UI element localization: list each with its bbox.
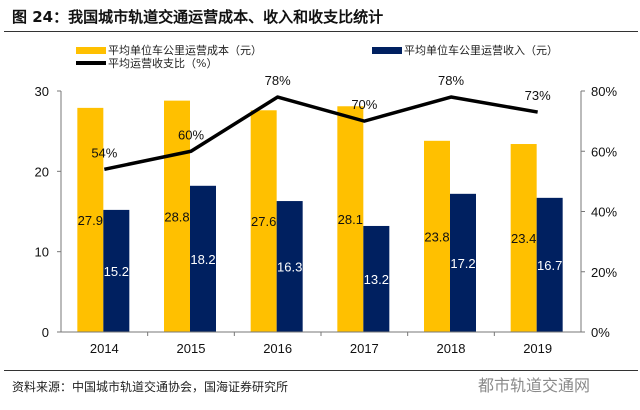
data-label-ratio: 73% xyxy=(525,88,551,103)
legend-label-cost: 平均单位车公里运营成本（元） xyxy=(108,44,262,57)
bar-income xyxy=(363,225,390,332)
data-label-ratio: 70% xyxy=(351,97,377,112)
source-note: 资料来源：中国城市轨道交通协会，国海证券研究所 xyxy=(12,380,289,394)
right-tick-label: 40% xyxy=(591,205,617,220)
bar-income xyxy=(190,185,216,332)
bar-cost xyxy=(77,107,104,333)
data-label-income: 16.3 xyxy=(277,260,302,275)
legend-label-income: 平均单位车公里运营收入（元） xyxy=(404,44,558,57)
x-tick-label: 2019 xyxy=(523,341,552,356)
data-label-cost: 27.6 xyxy=(251,214,276,229)
right-tick-label: 0% xyxy=(591,325,610,340)
data-label-income: 16.7 xyxy=(537,258,562,273)
bar-cost xyxy=(510,144,537,332)
legend-swatch-ratio xyxy=(76,61,106,65)
watermark: 都市轨道交通网 xyxy=(478,376,591,395)
data-label-ratio: 78% xyxy=(438,73,464,88)
source-divider xyxy=(4,370,638,371)
x-tick-label: 2017 xyxy=(350,341,379,356)
legend-swatch-income xyxy=(372,46,402,54)
legend-item-income: 平均单位车公里运营收入（元） xyxy=(372,42,558,58)
bar-income xyxy=(450,193,476,332)
x-tick-label: 2016 xyxy=(263,341,292,356)
x-tick-label: 2014 xyxy=(90,341,119,356)
legend-item-ratio: 平均运营收支比（%） xyxy=(76,55,217,71)
data-label-cost: 28.1 xyxy=(338,212,363,227)
bar-income xyxy=(536,197,563,332)
data-label-cost: 23.8 xyxy=(424,229,449,244)
right-tick-label: 60% xyxy=(591,144,617,159)
bar-cost xyxy=(164,100,190,332)
data-label-cost: 28.8 xyxy=(164,209,189,224)
right-tick-label: 80% xyxy=(591,84,617,99)
figure-title: 图 24：我国城市轨道交通运营成本、收入和收支比统计 xyxy=(12,8,384,26)
data-label-ratio: 60% xyxy=(178,127,204,142)
bar-cost xyxy=(250,110,277,332)
data-label-ratio: 78% xyxy=(265,73,291,88)
left-tick-label: 30 xyxy=(35,84,49,99)
data-label-income: 17.2 xyxy=(450,256,475,271)
x-tick-label: 2015 xyxy=(177,341,206,356)
data-label-income: 15.2 xyxy=(104,264,129,279)
legend-item-cost: 平均单位车公里运营成本（元） xyxy=(76,42,262,58)
legend-label-ratio: 平均运营收支比（%） xyxy=(108,57,218,70)
bar-income xyxy=(103,209,130,332)
data-label-ratio: 54% xyxy=(91,145,117,160)
bar-cost xyxy=(424,140,450,332)
left-tick-label: 0 xyxy=(42,325,49,340)
left-tick-label: 20 xyxy=(35,164,49,179)
data-label-income: 13.2 xyxy=(364,272,389,287)
left-tick-label: 10 xyxy=(35,245,49,260)
data-label-cost: 27.9 xyxy=(78,213,103,228)
right-tick-label: 20% xyxy=(591,265,617,280)
bar-income xyxy=(276,201,303,332)
title-divider xyxy=(4,31,638,32)
legend-swatch-cost xyxy=(76,46,106,54)
line-ratio xyxy=(103,95,538,172)
x-tick-label: 2018 xyxy=(437,341,466,356)
data-label-cost: 23.4 xyxy=(511,231,536,246)
data-label-income: 18.2 xyxy=(190,252,215,267)
bar-cost xyxy=(337,106,364,332)
